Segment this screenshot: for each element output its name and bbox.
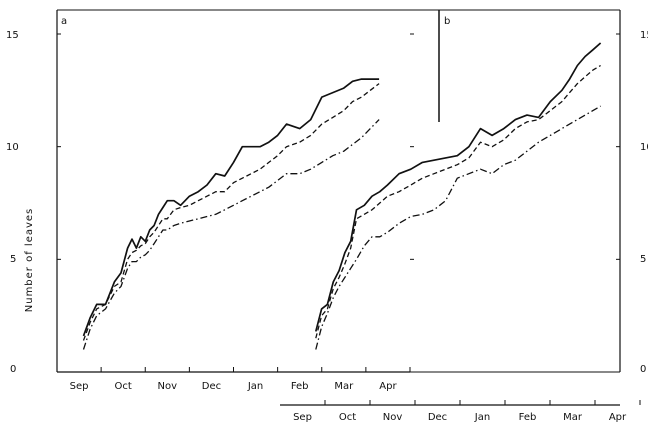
panel-a-month-label-sep: Sep bbox=[70, 381, 89, 392]
panel-a-month-label-dec: Dec bbox=[202, 381, 221, 392]
panel-b: b bbox=[410, 9, 621, 373]
panel-b-label: b bbox=[444, 16, 450, 27]
bottom-month-label-mar: Mar bbox=[563, 412, 583, 422]
bottom-month-label-dec: Dec bbox=[428, 412, 447, 422]
panel-a-series-dashdot-line bbox=[82, 119, 380, 350]
panel-a: a bbox=[56, 9, 410, 373]
y-tick-label-15: 15 bbox=[6, 30, 19, 41]
right-y-tick-label-5: 5 bbox=[640, 254, 646, 265]
panel-a-month-label-nov: Nov bbox=[158, 381, 178, 392]
panel-b-series-dashed-line bbox=[315, 64, 601, 339]
bottom-month-label-oct: Oct bbox=[339, 412, 356, 422]
right-y-tick-label-15: 15 bbox=[640, 30, 648, 41]
y-axis-label: Number of leaves bbox=[24, 208, 35, 313]
bottom-month-label-sep: Sep bbox=[293, 412, 312, 422]
y-tick-label-5: 5 bbox=[10, 254, 16, 265]
panel-a-series-solid-line bbox=[82, 78, 380, 337]
y-tick-label-0: 0 bbox=[10, 364, 16, 375]
panel-a-series-dashed-line bbox=[82, 83, 380, 341]
panel-a-month-label-feb: Feb bbox=[291, 381, 309, 392]
bottom-month-label-feb: Feb bbox=[519, 412, 537, 422]
right-y-tick-label-0: 0 bbox=[640, 364, 646, 375]
panel-b-series-dashdot-line bbox=[315, 105, 601, 350]
panel-a-month-label-apr: Apr bbox=[379, 381, 397, 392]
right-y-tick-label-10: 10 bbox=[640, 142, 648, 153]
bottom-month-label-jan: Jan bbox=[474, 412, 490, 422]
panel-a-month-label-jan: Jan bbox=[247, 381, 263, 392]
panel-a-month-label-oct: Oct bbox=[115, 381, 132, 392]
y-tick-label-10: 10 bbox=[6, 142, 19, 153]
bottom-month-label-apr: Apr bbox=[609, 412, 627, 422]
panel-b-series-solid-line bbox=[314, 42, 602, 332]
panel-a-month-label-mar: Mar bbox=[334, 381, 354, 392]
bottom-month-label-nov: Nov bbox=[383, 412, 403, 422]
panel-a-label: a bbox=[61, 16, 67, 27]
